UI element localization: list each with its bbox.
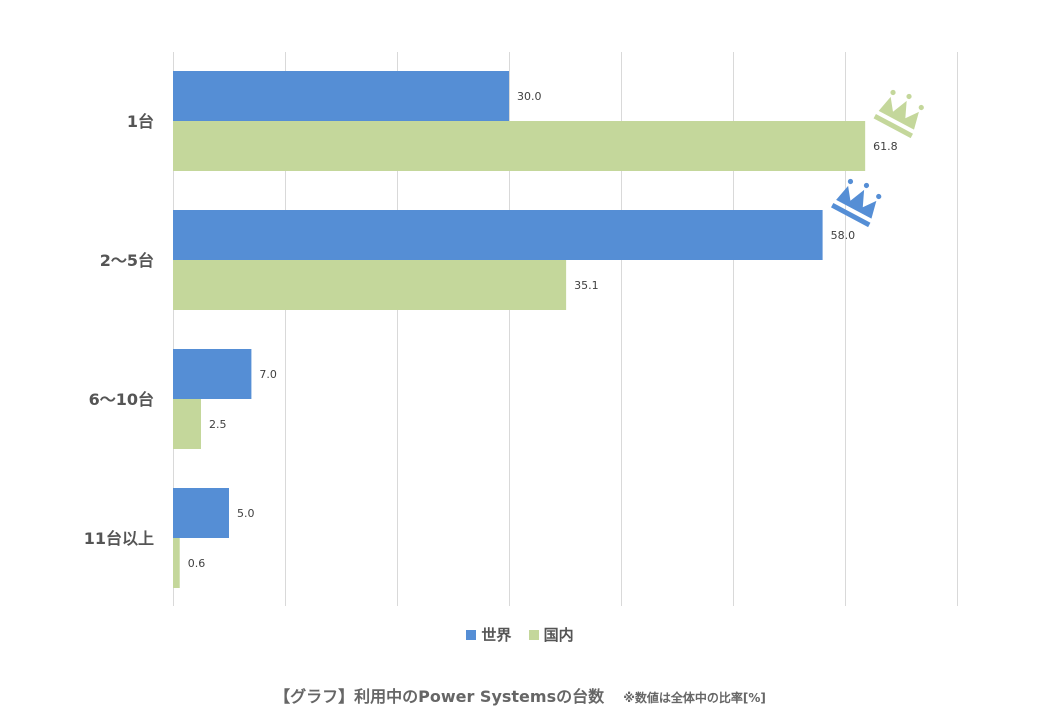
data-label: 58.0 [831,229,856,242]
data-label: 0.6 [188,557,206,570]
bar [173,210,823,260]
caption-title: 【グラフ】利用中のPower Systemsの台数 [274,687,605,706]
bar [173,260,567,310]
data-label: 7.0 [259,368,277,381]
data-label: 35.1 [574,279,599,292]
data-label: 5.0 [237,507,255,520]
value-labels: 30.0 61.8 58.0 35.1 7.0 2.5 5.0 0.6 [188,90,898,570]
chart-caption: 【グラフ】利用中のPower Systemsの台数 ※数値は全体中の比率[%] [0,683,1040,707]
legend-swatch-domestic [528,629,539,640]
legend-item-domestic: 国内 [528,624,574,645]
category-label: 6～10台 [89,390,154,409]
legend-item-world: 世界 [466,624,511,645]
data-label: 2.5 [209,418,227,431]
data-label: 61.8 [873,140,898,153]
category-labels: 1台 2～5台 6～10台 11台以上 [84,112,154,548]
bar [173,488,229,538]
crown-icon [873,89,924,139]
bar [173,538,180,588]
bars [173,71,866,588]
category-label: 11台以上 [84,529,154,548]
legend-swatch-world [466,629,477,640]
data-label: 30.0 [517,90,542,103]
caption-note: ※数値は全体中の比率[%] [623,691,766,705]
bar [173,349,252,399]
category-label: 2～5台 [100,251,154,270]
bar [173,121,866,171]
crown-annotations [831,89,924,228]
crown-icon [831,178,882,228]
legend-label-domestic: 国内 [543,626,574,644]
bar [173,399,201,449]
category-label: 1台 [127,112,154,131]
bar [173,71,509,121]
legend-label-world: 世界 [481,626,512,644]
bar-chart: 1台 2～5台 6～10台 11台以上 30.0 61.8 58.0 35.1 7.0 2.5 5… [84,52,958,606]
legend: 世界 国内 [0,624,1040,645]
